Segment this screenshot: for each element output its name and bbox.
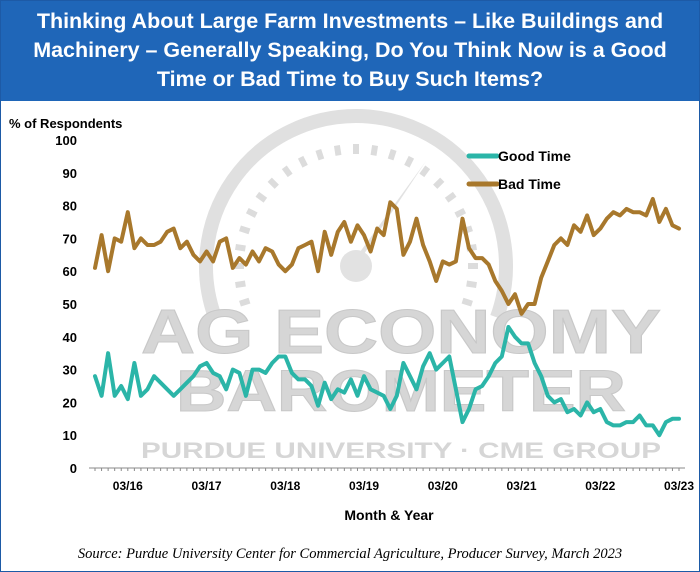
gauge-tick [444, 191, 457, 203]
y-tick-label: 60 [63, 264, 77, 279]
y-axis: 0 10 20 30 40 50 60 70 80 90 100 [55, 133, 77, 476]
gauge-icon [199, 109, 513, 320]
y-tick-label: 90 [63, 166, 77, 181]
gauge-tick [404, 155, 415, 168]
y-tick-label: 10 [63, 428, 77, 443]
gauge-tick [239, 297, 251, 307]
x-axis: 03/16 03/17 03/18 03/19 03/20 03/21 03/22 03/23 [89, 467, 694, 493]
gauge-tick [333, 145, 342, 156]
legend: Good Time Bad Time [466, 148, 571, 192]
x-axis-title: Month & Year [344, 507, 434, 523]
y-tick-label: 30 [63, 363, 77, 378]
legend-label: Good Time [498, 148, 571, 164]
gauge-tick [419, 165, 431, 178]
y-tick-label: 100 [55, 133, 77, 148]
x-tick-label: 03/19 [349, 479, 379, 493]
gauge-arc [199, 109, 513, 320]
line-chart: AG ECONOMY BAROMETER PURDUE UNIVERSITY ·… [9, 109, 694, 523]
y-tick-label: 20 [63, 395, 77, 410]
x-tick-label: 03/21 [507, 479, 537, 493]
gauge-hub [340, 250, 372, 282]
title-bar: Thinking About Large Farm Investments – … [1, 1, 699, 101]
x-tick-label: 03/18 [270, 479, 300, 493]
y-tick-label: 80 [63, 199, 77, 214]
gauge-tick [281, 165, 293, 178]
gauge-tick [387, 149, 397, 161]
series-line-bad-time [93, 197, 681, 316]
gauge-tick [239, 225, 251, 235]
x-tick-label: 03/23 [664, 479, 694, 493]
gauge-tick [267, 177, 279, 189]
gauge-needle [344, 161, 426, 274]
series-line-good-time [93, 325, 681, 438]
gauge-tick [235, 280, 246, 289]
y-tick-label: 0 [70, 461, 77, 476]
source-note: Source: Purdue University Center for Com… [77, 546, 623, 562]
gauge-tick [461, 297, 473, 307]
x-tick-label: 03/17 [192, 479, 222, 493]
gauge-tick [370, 145, 379, 156]
y-axis-title: % of Respondents [9, 116, 122, 131]
chart-title: Thinking About Large Farm Investments – … [33, 9, 667, 91]
gauge-tick [235, 243, 246, 252]
gauge-tick [466, 280, 477, 289]
gauge-tick [297, 155, 308, 168]
watermark-line-3: PURDUE UNIVERSITY · CME GROUP [141, 438, 661, 463]
watermark-line-1: AG ECONOMY [141, 298, 661, 367]
gauge-tick [315, 149, 325, 161]
gauge-tick [255, 191, 268, 203]
x-tick-label: 03/16 [113, 479, 143, 493]
x-tick-label: 03/22 [585, 479, 615, 493]
gauge-tick [433, 177, 445, 189]
y-tick-label: 40 [63, 330, 77, 345]
gauge-tick [454, 207, 467, 218]
x-tick-label: 03/20 [428, 479, 458, 493]
gauge-tick [245, 207, 258, 218]
legend-label: Bad Time [498, 176, 561, 192]
series-layer [93, 197, 681, 438]
y-tick-label: 70 [63, 231, 77, 246]
y-tick-label: 50 [63, 297, 77, 312]
